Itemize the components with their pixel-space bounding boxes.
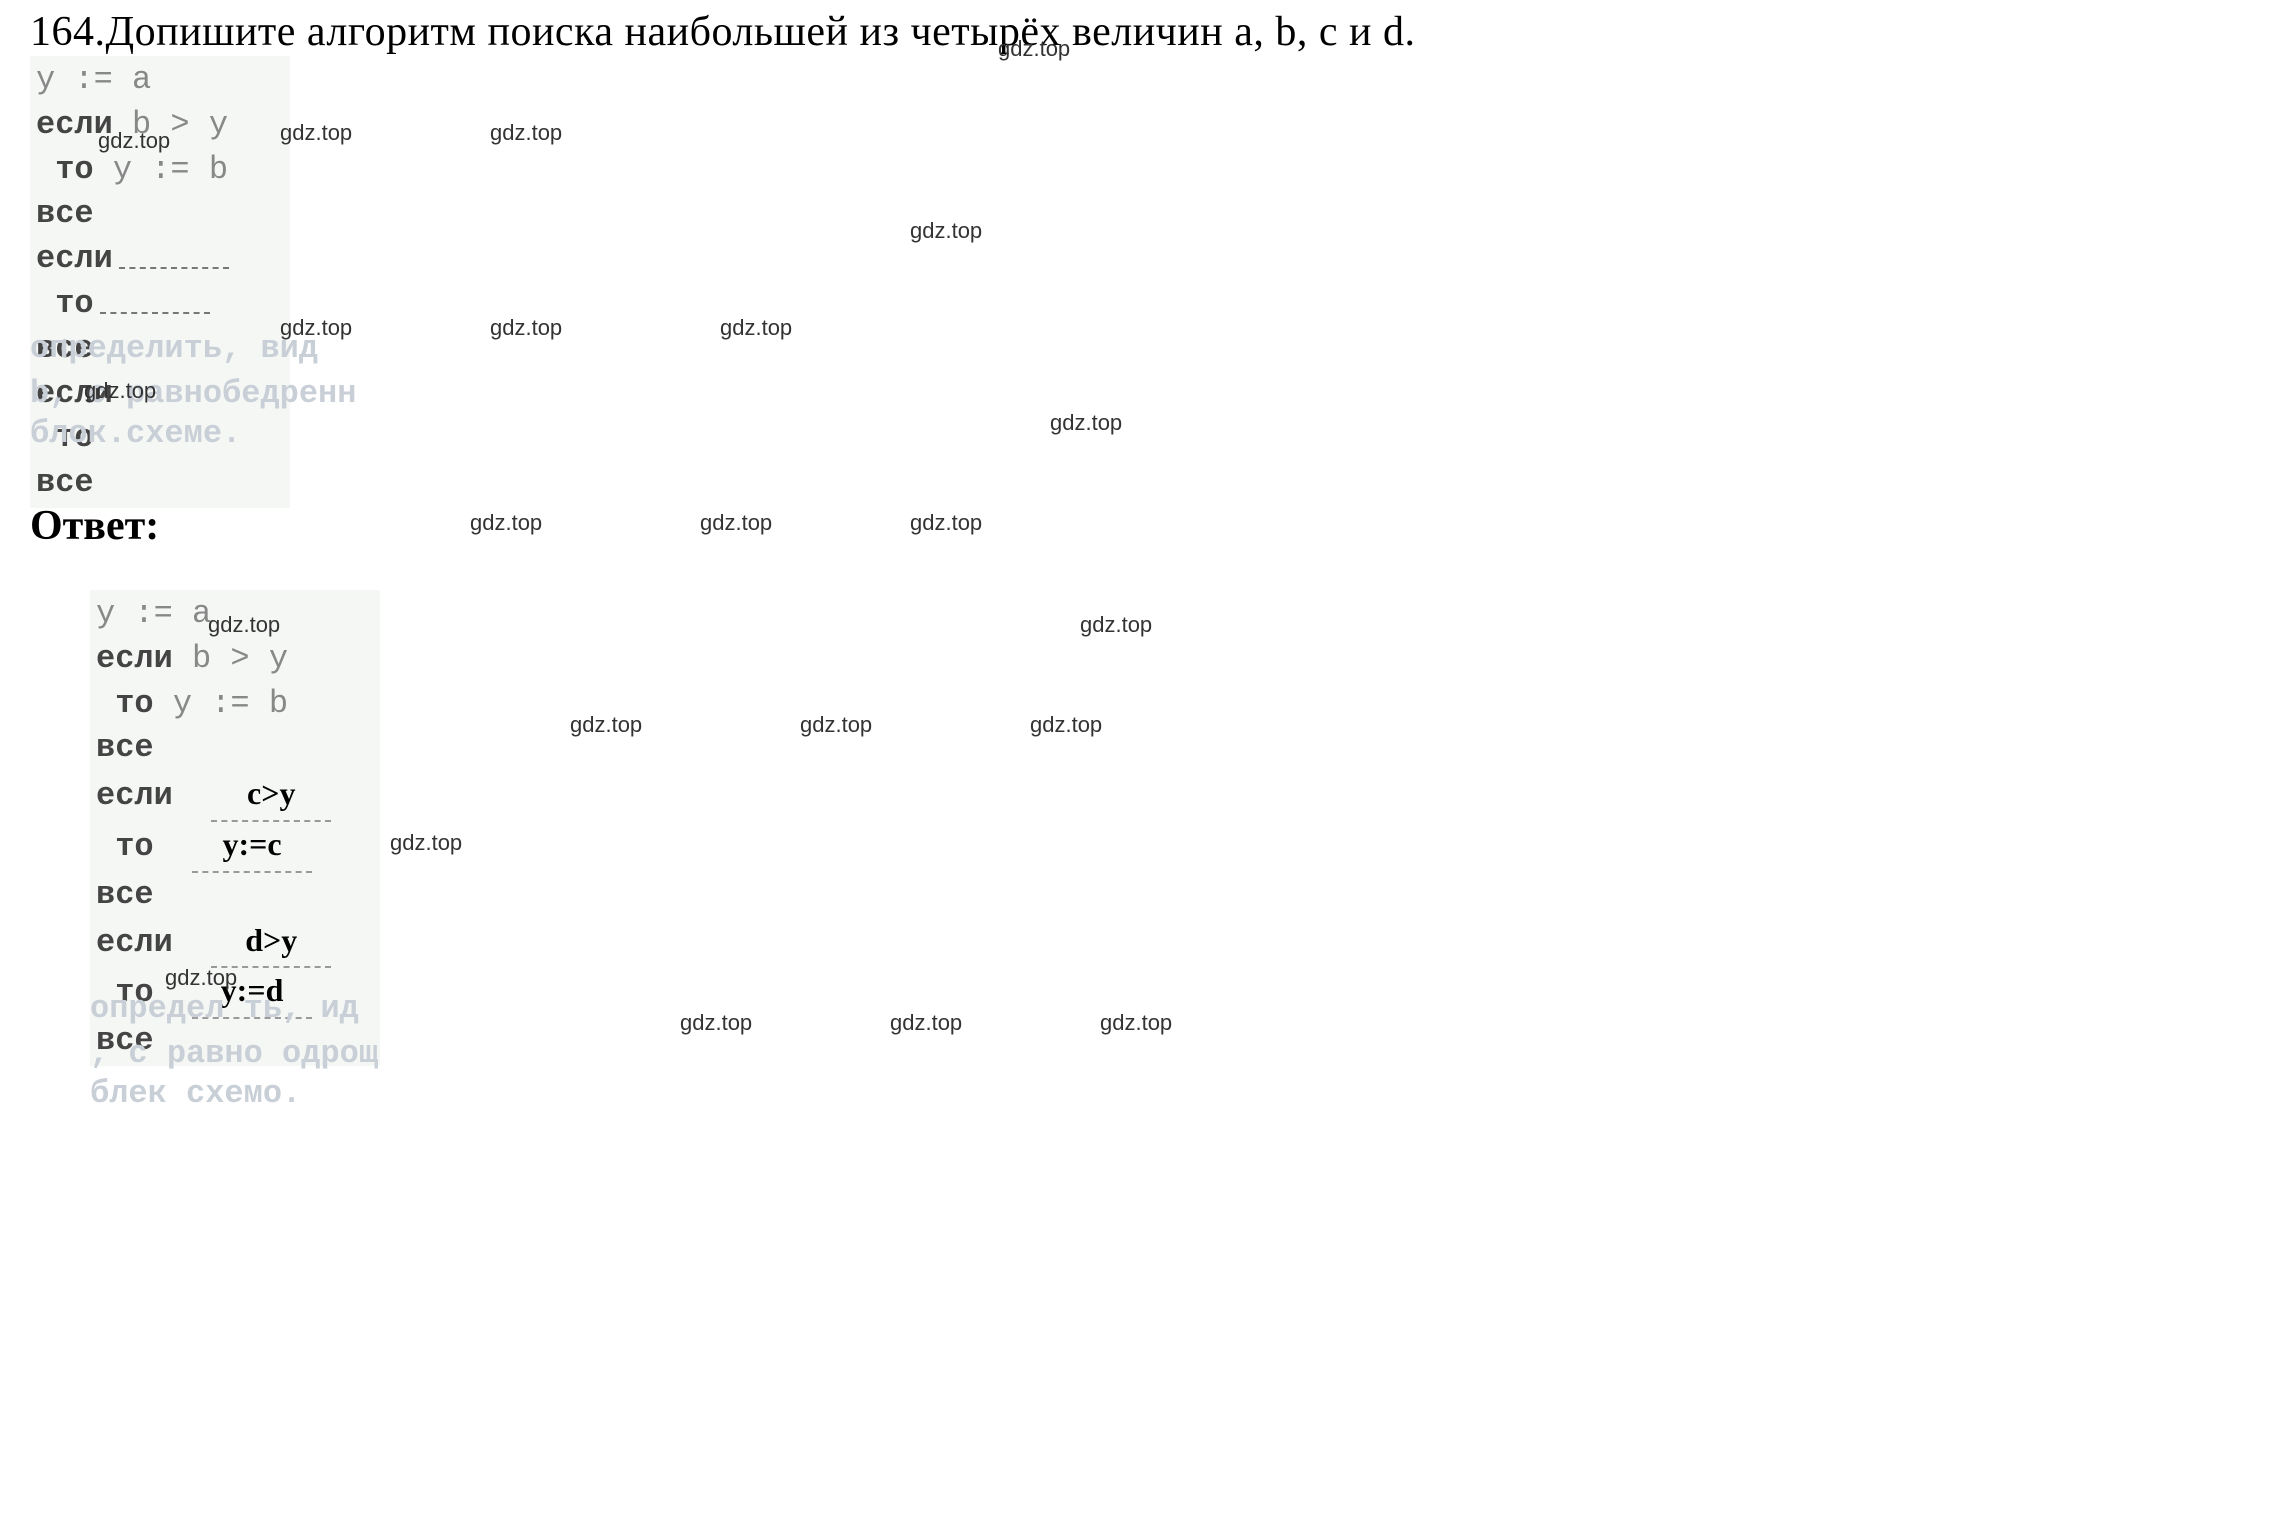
code2-line1: y := a <box>96 595 211 632</box>
blank-1 <box>119 249 229 269</box>
watermark-text: gdz.top <box>490 120 562 146</box>
question-text: 164.Допишите алгоритм поиска наибольшей … <box>30 8 1416 56</box>
watermark-text: gdz.top <box>1080 612 1152 638</box>
watermark-text: gdz.top <box>910 218 982 244</box>
watermark-text: gdz.top <box>1100 1010 1172 1036</box>
watermark-text: gdz.top <box>98 128 170 154</box>
code1-line3-kw: то <box>36 151 113 188</box>
code2-fill-2: y:=c <box>222 826 281 862</box>
faded-bg-text-6: блек схемо. <box>90 1075 301 1112</box>
watermark-text: gdz.top <box>208 612 280 638</box>
code2-fill-3: d>y <box>245 922 297 958</box>
code1-line3-var: y := b <box>113 151 228 188</box>
faded-bg-text-4: определ ть, ид <box>90 990 359 1027</box>
faded-bg-text-1: определить, вид <box>30 330 318 367</box>
blank-2 <box>100 294 210 314</box>
watermark-text: gdz.top <box>280 120 352 146</box>
code2-line4: все <box>96 729 154 766</box>
watermark-text: gdz.top <box>680 1010 752 1036</box>
watermark-text: gdz.top <box>84 378 156 404</box>
watermark-text: gdz.top <box>1030 712 1102 738</box>
watermark-text: gdz.top <box>720 315 792 341</box>
watermark-text: gdz.top <box>470 510 542 536</box>
watermark-text: gdz.top <box>165 965 237 991</box>
code1-line10: все <box>36 464 94 501</box>
code2-line3-var: y := b <box>173 685 288 722</box>
watermark-text: gdz.top <box>700 510 772 536</box>
code2-fill-1: c>y <box>247 775 295 811</box>
faded-bg-text-3: блок.схеме. <box>30 415 241 452</box>
watermark-text: gdz.top <box>390 830 462 856</box>
code1-line5: если <box>36 240 113 277</box>
watermark-text: gdz.top <box>570 712 642 738</box>
watermark-text: gdz.top <box>490 315 562 341</box>
watermark-text: gdz.top <box>890 1010 962 1036</box>
code1-line6: то <box>36 285 94 322</box>
faded-bg-text-5: , с равно одрощ <box>90 1035 378 1072</box>
code2-line3-kw: то <box>96 685 173 722</box>
code2-line6-kw: то <box>96 828 154 865</box>
code2-line7: все <box>96 876 154 913</box>
watermark-text: gdz.top <box>280 315 352 341</box>
faded-bg-text-2: b, с равнобедренн <box>30 375 356 412</box>
watermark-text: gdz.top <box>1050 410 1122 436</box>
watermark-text: gdz.top <box>800 712 872 738</box>
code1-line1: y := a <box>36 61 151 98</box>
code2-line2-kw: если <box>96 640 173 677</box>
question-body: Допишите алгоритм поиска наибольшей из ч… <box>106 9 1416 55</box>
code2-line8-kw: если <box>96 924 173 961</box>
watermark-text: gdz.top <box>998 36 1070 62</box>
question-number: 164. <box>30 9 106 55</box>
answer-label: Ответ: <box>30 502 159 550</box>
code2-line2-var: b > y <box>173 640 288 677</box>
code1-line4: все <box>36 195 94 232</box>
watermark-text: gdz.top <box>910 510 982 536</box>
code2-line5-kw: если <box>96 777 173 814</box>
